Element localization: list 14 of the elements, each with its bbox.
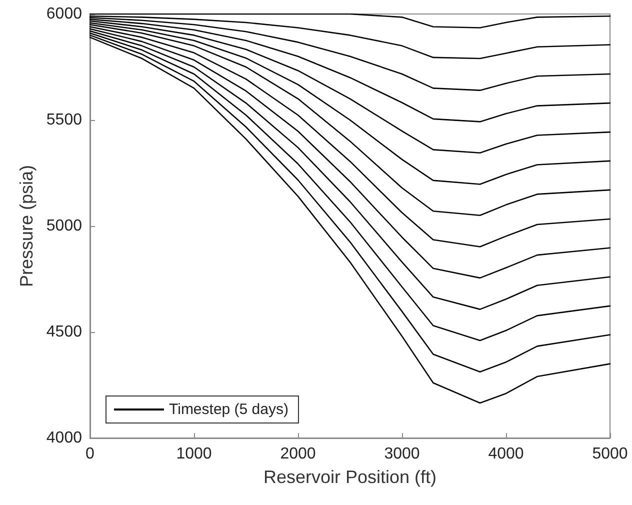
y-tick-label: 4500 — [46, 324, 82, 340]
x-tick-label: 1000 — [176, 446, 212, 462]
x-tick-label: 4000 — [488, 446, 524, 462]
x-axis-title: Reservoir Position (ft) — [263, 467, 437, 487]
x-tick-label: 0 — [86, 446, 95, 462]
y-tick-label: 5000 — [46, 218, 82, 234]
x-tick-label: 5000 — [592, 446, 628, 462]
x-tick-label: 2000 — [280, 446, 316, 462]
x-tick-label: 3000 — [384, 446, 420, 462]
legend-label: Timestep (5 days) — [169, 401, 288, 418]
y-tick-label: 6000 — [46, 6, 82, 22]
y-tick-label: 4000 — [46, 430, 82, 446]
y-tick-label: 5500 — [46, 112, 82, 128]
y-axis-title: Pressure (psia) — [16, 164, 37, 288]
